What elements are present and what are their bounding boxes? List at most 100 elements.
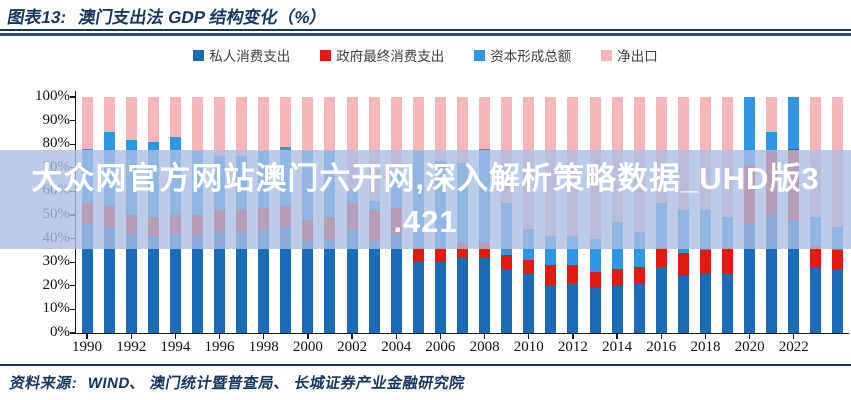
x-axis-label-1996: 1996	[204, 339, 235, 355]
x-tick-2000	[307, 334, 309, 339]
x-axis-label-2020: 2020	[734, 339, 765, 355]
x-tick-2012	[572, 334, 574, 339]
segment-capital-formation-2015	[633, 231, 645, 267]
segment-net-exports-1996	[214, 97, 226, 156]
segment-private-consumption-2002	[346, 229, 358, 333]
segment-private-consumption-1999	[280, 226, 292, 333]
segment-government-consumption-2006	[434, 248, 446, 263]
legend-swatch-capital-formation	[474, 49, 486, 61]
legend-item-capital-formation: 资本形成总额	[474, 45, 571, 65]
segment-government-consumption-2016	[655, 248, 667, 267]
chart-legend: 私人消费支出 政府最终消费支出 资本形成总额 净出口	[0, 45, 851, 65]
segment-net-exports-2002	[346, 97, 358, 189]
footer-divider-line	[0, 364, 851, 366]
segment-private-consumption-2007	[456, 257, 468, 333]
watermark-overlay: 大众网官方网站澳门六开网,深入解析策略数据_UHD版3 .421	[0, 150, 851, 249]
watermark-text-line1: 大众网官方网站澳门六开网,深入解析策略数据_UHD版3	[31, 160, 820, 196]
segment-net-exports-2007	[456, 97, 468, 164]
segment-private-consumption-2004	[390, 233, 402, 333]
x-tick-1998	[263, 334, 265, 339]
x-axis-line	[75, 333, 849, 335]
segment-net-exports-1992	[125, 97, 137, 140]
segment-private-consumption-1997	[236, 231, 248, 333]
segment-net-exports-1999	[280, 97, 292, 147]
x-tick-2014	[616, 334, 618, 339]
segment-private-consumption-1992	[125, 233, 137, 333]
segment-government-consumption-2018	[699, 250, 711, 274]
legend-item-government-consumption: 政府最终消费支出	[320, 45, 444, 65]
legend-swatch-private-consumption	[193, 49, 205, 61]
segment-private-consumption-2017	[677, 276, 689, 333]
y-axis-label-100%: 100%	[35, 88, 70, 104]
segment-private-consumption-1994	[169, 233, 181, 333]
segment-private-consumption-1993	[147, 236, 159, 333]
y-axis-label-80%: 80%	[42, 135, 71, 152]
legend-item-private-consumption: 私人消费支出	[193, 45, 290, 65]
segment-private-consumption-1996	[214, 231, 226, 333]
x-axis-label-2022: 2022	[778, 339, 809, 355]
segment-net-exports-2001	[324, 97, 336, 152]
x-axis-label-2016: 2016	[646, 339, 677, 355]
segment-private-consumption-2006	[434, 262, 446, 333]
x-axis-label-2008: 2008	[469, 339, 500, 355]
segment-private-consumption-2023	[810, 266, 822, 333]
x-axis-label-2018: 2018	[690, 339, 721, 355]
segment-net-exports-2000	[302, 97, 314, 152]
segment-net-exports-1995	[191, 97, 203, 152]
x-tick-1990	[86, 334, 88, 339]
segment-capital-formation-2021	[766, 132, 778, 152]
x-tick-2018	[704, 334, 707, 339]
segment-private-consumption-2012	[567, 283, 579, 333]
segment-private-consumption-2020	[744, 224, 756, 333]
legend-item-net-exports: 净出口	[601, 45, 658, 65]
legend-label-net-exports: 净出口	[617, 49, 658, 64]
x-axis-label-1998: 1998	[248, 339, 279, 355]
segment-private-consumption-2018	[699, 274, 711, 333]
segment-government-consumption-2014	[611, 269, 623, 286]
segment-government-consumption-2009	[501, 255, 513, 270]
x-axis-label-2000: 2000	[292, 339, 323, 355]
y-axis-label-90%: 90%	[42, 111, 71, 128]
segment-net-exports-1997	[236, 97, 248, 156]
x-axis-label-1994: 1994	[160, 339, 191, 355]
x-tick-2016	[660, 334, 662, 339]
x-tick-2004	[395, 334, 397, 339]
x-tick-2002	[351, 334, 353, 339]
y-axis-label-10%: 10%	[42, 300, 71, 317]
segment-net-exports-2005	[412, 97, 424, 152]
segment-private-consumption-2000	[302, 241, 314, 333]
x-axis-label-2014: 2014	[602, 339, 633, 355]
segment-government-consumption-2012	[567, 264, 579, 284]
segment-government-consumption-2024	[832, 250, 844, 270]
segment-net-exports-2006	[434, 97, 446, 161]
x-tick-2022	[793, 334, 795, 339]
segment-private-consumption-2011	[545, 285, 557, 333]
y-tick-80%	[70, 143, 75, 145]
x-tick-2010	[528, 334, 530, 339]
x-axis-label-1992: 1992	[116, 339, 147, 355]
source-label: 资料来源:	[8, 375, 79, 392]
x-axis-label-2010: 2010	[513, 339, 544, 355]
segment-net-exports-1994	[169, 97, 181, 138]
segment-net-exports-1991	[103, 97, 115, 133]
segment-private-consumption-2001	[324, 238, 336, 333]
segment-net-exports-2004	[390, 97, 402, 173]
y-tick-0%	[70, 332, 75, 334]
segment-private-consumption-2013	[589, 288, 601, 333]
x-tick-2020	[748, 334, 751, 339]
segment-government-consumption-2005	[412, 248, 424, 263]
segment-net-exports-2021	[766, 97, 778, 133]
legend-swatch-net-exports	[601, 49, 613, 61]
segment-capital-formation-2022	[788, 97, 800, 149]
x-tick-1996	[218, 334, 221, 339]
title-divider-line-2	[0, 33, 851, 36]
segment-private-consumption-2024	[832, 269, 844, 333]
x-axis-label-2004: 2004	[381, 339, 412, 355]
x-tick-1992	[130, 334, 132, 339]
segment-private-consumption-2003	[368, 241, 380, 333]
legend-label-capital-formation: 资本形成总额	[490, 49, 572, 64]
legend-label-private-consumption: 私人消费支出	[209, 49, 291, 64]
segment-net-exports-1990	[81, 97, 93, 149]
segment-net-exports-2003	[368, 97, 380, 201]
segment-private-consumption-2014	[611, 285, 623, 333]
